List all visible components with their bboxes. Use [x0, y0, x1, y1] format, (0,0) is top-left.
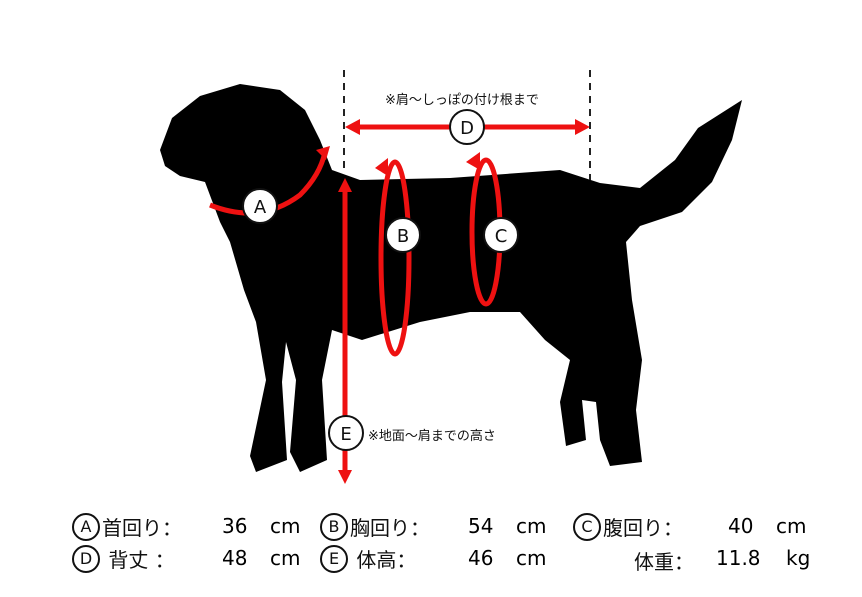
value-chest: 54	[468, 514, 494, 538]
measurement-weight: 体重：	[634, 550, 694, 574]
height-note: ※地面～肩までの高さ	[368, 429, 496, 444]
dog-silhouette	[160, 84, 742, 472]
measurement-neck: A 首回り：	[72, 512, 182, 541]
measurement-back-length: D 背丈 ：	[72, 544, 175, 573]
neck-loop-a	[209, 151, 328, 216]
unit-belly: cm	[776, 514, 807, 538]
value-neck: 36	[222, 514, 248, 538]
unit-height: cm	[516, 546, 547, 570]
unit-back-length: cm	[270, 546, 301, 570]
chest-loop-b	[378, 159, 412, 357]
measurement-chest: B 胸回り：	[320, 512, 430, 541]
value-belly: 40	[728, 514, 754, 538]
marker-b: B	[397, 226, 409, 247]
marker-a: A	[254, 197, 267, 218]
marker-e: E	[340, 424, 351, 445]
measurement-belly: C 腹回り：	[573, 512, 683, 541]
unit-weight: kg	[786, 546, 811, 570]
value-weight: 11.8	[716, 546, 761, 570]
value-back-length: 48	[222, 546, 248, 570]
value-height: 46	[468, 546, 494, 570]
unit-chest: cm	[516, 514, 547, 538]
marker-c: C	[495, 226, 508, 247]
marker-d: D	[460, 118, 474, 139]
back-length-note: ※肩～しっぽの付け根まで	[385, 93, 539, 108]
unit-neck: cm	[270, 514, 301, 538]
measurement-height: E 体高：	[320, 544, 416, 573]
